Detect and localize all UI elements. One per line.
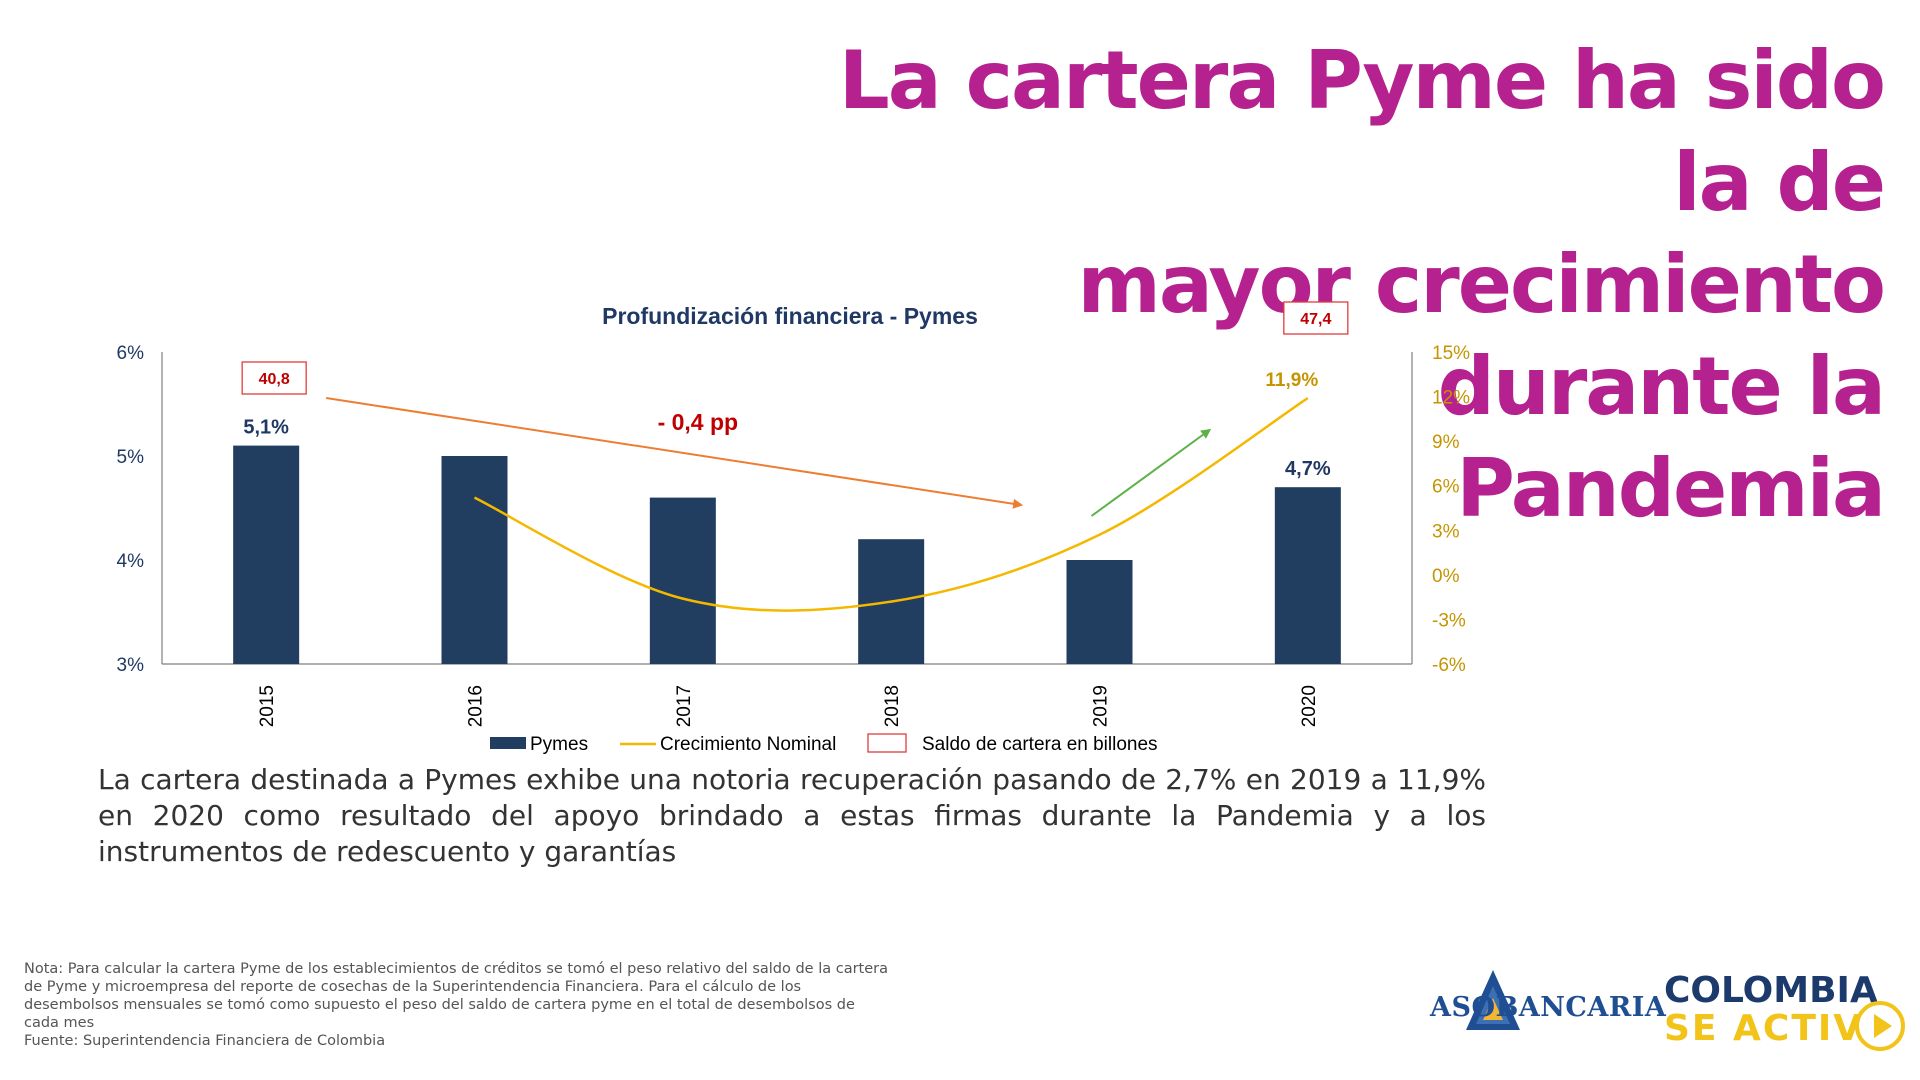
right-axis-tick-label: 12% (1432, 388, 1470, 409)
legend-label-saldo: Saldo de cartera en billones (922, 734, 1158, 755)
right-axis-tick-label: 9% (1432, 432, 1460, 453)
colombia-se-activa-logo: COLOMBIA SE ACTIV (1664, 972, 1878, 1048)
right-axis-tick-label: -3% (1432, 610, 1466, 631)
footnote-line-4: cada mes (24, 1015, 95, 1031)
page-title: La cartera Pyme ha sido la de mayor crec… (764, 30, 1886, 540)
change-annotation: - 0,4 pp (658, 409, 739, 435)
x-axis-tick-label: 2017 (674, 685, 695, 727)
left-axis-tick-label: 6% (117, 343, 145, 364)
growth-value-label-2020: 11,9% (1265, 370, 1318, 391)
bar-2019 (1066, 560, 1133, 664)
right-axis-tick-label: 6% (1432, 477, 1460, 498)
x-axis-tick-label: 2015 (257, 685, 278, 727)
right-axis-tick-label: 3% (1432, 521, 1460, 542)
saldo-box-2015 (241, 361, 307, 395)
x-axis-tick-label: 2018 (882, 685, 903, 727)
left-axis-tick-label: 4% (117, 551, 145, 572)
source-line: Fuente: Superintendencia Financiera de C… (24, 1033, 386, 1049)
play-icon (1855, 1001, 1905, 1051)
saldo-box-2020 (1283, 301, 1349, 335)
right-axis-tick-label: 0% (1432, 566, 1460, 587)
legend-swatch-pymes (490, 737, 526, 749)
bar-value-label-2015: 5,1% (243, 417, 289, 439)
logo-se-activa-text: SE ACTIV (1664, 1008, 1864, 1049)
chart: Profundización financiera - Pymes 3% 4% 5%… (117, 301, 1470, 755)
growth-arrow (1090, 428, 1212, 517)
legend-swatch-saldo (867, 733, 907, 753)
left-axis-tick-label: 3% (117, 655, 145, 676)
trend-arrow (326, 397, 1024, 509)
saldo-value-2015: 40,8 (259, 371, 290, 388)
title-line-3: Pandemia (1456, 442, 1886, 535)
legend-label-growth: Crecimiento Nominal (660, 734, 836, 755)
title-line-2: mayor crecimiento durante la (1077, 238, 1886, 433)
footnote-line-2: de Pyme y microempresa del reporte de co… (24, 979, 802, 995)
bar-value-label-2020: 4,7% (1285, 458, 1331, 480)
bar-2016 (441, 456, 508, 664)
right-axis-tick-label: -6% (1432, 655, 1466, 676)
logo-colombia-text: COLOMBIA (1664, 970, 1878, 1011)
growth-line (473, 397, 1309, 612)
chart-description: La cartera destinada a Pymes exhibe una … (98, 763, 1486, 868)
asobancaria-logo-icon (1466, 970, 1520, 1030)
footnote: Nota: Para calcular la cartera Pyme de l… (24, 960, 984, 1050)
bar-2015 (233, 445, 300, 664)
chart-title: Profundización financiera - Pymes (602, 303, 978, 329)
asobancaria-logo-text: ASOBANCARIA (1430, 992, 1667, 1023)
title-line-1: La cartera Pyme ha sido la de (838, 34, 1886, 229)
footnote-line-1: Nota: Para calcular la cartera Pyme de l… (24, 961, 889, 977)
saldo-value-2020: 47,4 (1300, 311, 1331, 328)
bar-2017 (649, 497, 716, 664)
x-axis-tick-label: 2016 (466, 685, 487, 727)
x-axis-tick-label: 2019 (1091, 685, 1112, 727)
legend-label-pymes: Pymes (530, 734, 588, 755)
right-axis-tick-label: 15% (1432, 343, 1470, 364)
footnote-line-3: desembolsos mensuales se tomó como supue… (24, 997, 855, 1013)
bar-2020 (1274, 487, 1341, 664)
x-axis-tick-label: 2020 (1299, 685, 1320, 727)
left-axis-tick-label: 5% (117, 447, 145, 468)
